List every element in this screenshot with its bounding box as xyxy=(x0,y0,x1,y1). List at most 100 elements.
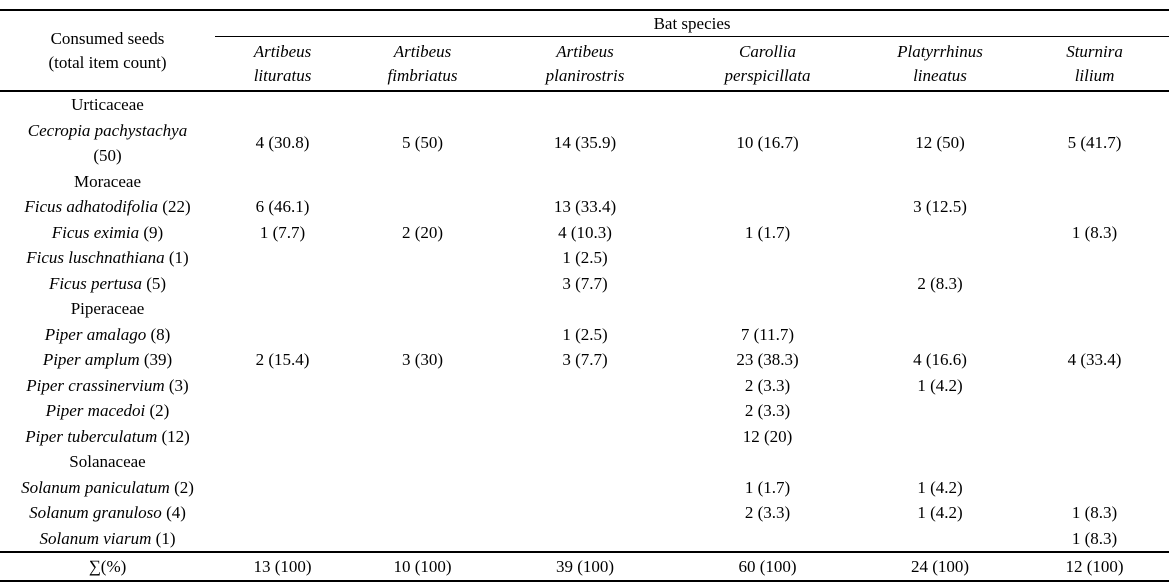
empty-cell xyxy=(350,449,495,475)
species-column-header: Platyrrhinus lineatus xyxy=(860,36,1020,92)
species-row: Piper tuberculatum (12) 12 (20) xyxy=(0,424,1169,450)
species-label-cell: Solanum paniculatum (2) xyxy=(0,475,215,501)
species-genus: Artibeus xyxy=(556,41,614,61)
family-row: Solanaceae xyxy=(0,449,1169,475)
total-label-cell: ∑(%) xyxy=(0,551,215,581)
value-cell xyxy=(495,424,675,450)
species-count: (50) xyxy=(93,146,122,165)
value-cell xyxy=(860,398,1020,424)
species-epithet: lineatus xyxy=(913,65,967,85)
value-cell xyxy=(1020,373,1169,399)
species-name: Ficus eximia xyxy=(51,222,140,242)
value-cell xyxy=(495,500,675,526)
bat-species-group-header: Bat species xyxy=(215,10,1169,37)
value-cell: 12 (20) xyxy=(742,426,793,446)
empty-cell xyxy=(675,169,860,195)
value-cell xyxy=(215,322,350,348)
species-epithet: fimbriatus xyxy=(387,65,458,85)
value-cell xyxy=(350,271,495,297)
total-value-cell: 12 (100) xyxy=(1020,551,1169,581)
species-genus: Sturnira xyxy=(1066,41,1123,61)
empty-cell xyxy=(675,91,860,118)
total-value-cell: 10 (100) xyxy=(350,551,495,581)
empty-cell xyxy=(1020,169,1169,195)
empty-cell xyxy=(1020,449,1169,475)
species-epithet: lituratus xyxy=(253,65,312,85)
species-row: Cecropia pachystachya (50) 4 (30.8) 5 (50) 1… xyxy=(0,118,1169,169)
species-count: (2) xyxy=(174,477,194,497)
value-cell: 5 (41.7) xyxy=(1067,133,1122,153)
species-row: Solanum granuloso (4) 2 (3.3) 1 (4.2) 1 (8.… xyxy=(0,500,1169,526)
empty-cell xyxy=(860,296,1020,322)
value-cell xyxy=(350,424,495,450)
value-cell: 4 (33.4) xyxy=(1067,350,1122,369)
family-label-cell: Solanaceae xyxy=(0,449,215,475)
species-count: (1) xyxy=(168,248,189,267)
value-cell xyxy=(350,245,495,271)
family-row: Urticaceae xyxy=(0,91,1169,118)
value-cell xyxy=(215,475,350,501)
value-cell: 2 (20) xyxy=(401,222,444,242)
species-row: Piper macedoi (2) 2 (3.3) xyxy=(0,398,1169,424)
value-cell: 4 (10.3) xyxy=(558,222,612,242)
species-label-cell: Cecropia pachystachya (50) xyxy=(0,118,215,169)
empty-cell xyxy=(495,169,675,195)
species-epithet: perspicillata xyxy=(724,65,811,85)
species-label-cell: Piper crassinervium (3) xyxy=(0,373,215,399)
table-footer: ∑(%) 13 (100) 10 (100) 39 (100) 60 (100) 24 … xyxy=(0,551,1169,581)
value-cell xyxy=(1020,245,1169,271)
species-name: Solanum granuloso xyxy=(29,503,162,522)
empty-cell xyxy=(495,296,675,322)
species-label-cell: Piper amalago (8) xyxy=(0,322,215,348)
species-name: Ficus adhatodifolia xyxy=(24,197,159,216)
total-value-cell: 24 (100) xyxy=(860,551,1020,581)
species-epithet: lilium xyxy=(1074,65,1115,85)
value-cell: 1 (1.7) xyxy=(744,222,791,242)
consumed-seeds-header-line1: Consumed seeds xyxy=(50,28,165,48)
value-cell: 1 (2.5) xyxy=(562,324,608,344)
value-cell xyxy=(495,398,675,424)
family-row: Piperaceae xyxy=(0,296,1169,322)
empty-cell xyxy=(215,296,350,322)
value-cell xyxy=(350,475,495,501)
value-cell xyxy=(350,526,495,553)
value-cell: 4 (30.8) xyxy=(255,133,310,153)
species-name: Piper crassinervium xyxy=(26,375,165,395)
value-cell: 1 (8.3) xyxy=(1071,528,1118,548)
species-name: Piper amplum xyxy=(42,350,140,369)
species-label-cell: Ficus adhatodifolia (22) xyxy=(0,194,215,220)
species-row: Solanum viarum (1) 1 (8.3) xyxy=(0,526,1169,553)
family-label-cell: Moraceae xyxy=(0,169,215,195)
value-cell: 3 (7.7) xyxy=(562,273,608,293)
species-count: (22) xyxy=(162,197,191,216)
value-cell: 2 (8.3) xyxy=(917,273,963,293)
value-cell: 7 (11.7) xyxy=(740,324,795,344)
species-row: Solanum paniculatum (2) 1 (1.7) 1 (4.2) xyxy=(0,475,1169,501)
consumed-seeds-header-line2: (total item count) xyxy=(48,52,167,72)
species-row: Ficus pertusa (5) 3 (7.7) 2 (8.3) xyxy=(0,271,1169,297)
value-cell: 1 (4.2) xyxy=(917,477,963,497)
empty-cell xyxy=(215,169,350,195)
value-cell xyxy=(1020,475,1169,501)
value-cell xyxy=(1020,424,1169,450)
species-count: (9) xyxy=(143,222,164,242)
value-cell: 2 (15.4) xyxy=(255,350,310,369)
species-name: Piper macedoi xyxy=(45,401,146,420)
species-epithet: planirostris xyxy=(545,65,625,85)
total-value-cell: 60 (100) xyxy=(675,551,860,581)
value-cell xyxy=(1020,271,1169,297)
species-count: (12) xyxy=(161,426,190,446)
table-header: Consumed seeds (total item count) Bat sp… xyxy=(0,10,1169,92)
value-cell: 1 (4.2) xyxy=(917,503,963,522)
species-count: (1) xyxy=(155,528,176,548)
value-cell xyxy=(1020,398,1169,424)
species-column-header: Artibeus planirostris xyxy=(495,36,675,92)
species-column-header: Carollia perspicillata xyxy=(675,36,860,92)
value-cell: 1 (1.7) xyxy=(744,477,791,497)
total-value-cell: 39 (100) xyxy=(495,551,675,581)
species-count: (39) xyxy=(143,350,173,369)
value-cell: 3 (7.7) xyxy=(562,350,608,369)
value-cell: 14 (35.9) xyxy=(553,133,617,153)
value-cell xyxy=(1020,194,1169,220)
species-name: Ficus pertusa xyxy=(48,273,142,293)
